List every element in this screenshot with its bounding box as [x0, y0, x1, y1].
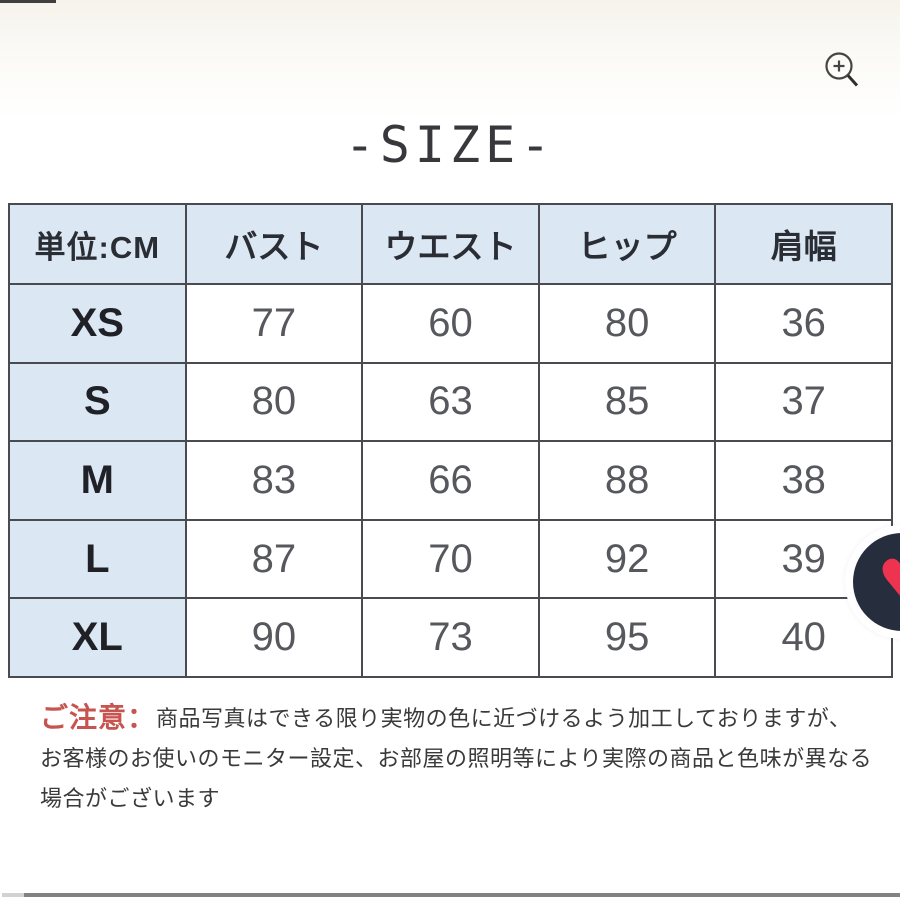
column-header-hip: ヒップ [537, 203, 717, 285]
cell-bust: 90 [184, 597, 364, 678]
notice-text: 商品写真はできる限り実物の色に近づけるよう加工しておりますが、 [156, 706, 852, 731]
notice-line-3: 場合がございます [40, 786, 221, 811]
photo-edge-sliver [0, 0, 56, 3]
magnifier-plus-icon [825, 52, 859, 87]
like-button-circle: ♥ [853, 533, 900, 631]
cell-shoulder: 36 [714, 283, 893, 364]
like-button[interactable]: ♥ [845, 525, 900, 639]
table-row-s: S 80 63 85 37 [8, 361, 893, 443]
bottom-scrollbar[interactable] [24, 893, 900, 897]
row-label: S [8, 361, 187, 443]
column-header-shoulder: 肩幅 [714, 203, 893, 285]
notice-label: ご注意： [40, 702, 157, 733]
cell-shoulder: 38 [714, 440, 893, 521]
cell-waist: 63 [361, 361, 540, 443]
cell-bust: 77 [184, 283, 364, 364]
cell-bust: 80 [184, 361, 364, 443]
row-label: XL [8, 597, 187, 678]
cell-hip: 88 [537, 440, 717, 521]
row-label: XS [8, 283, 187, 364]
cell-shoulder: 37 [714, 361, 893, 443]
notice-line-1: ご注意：商品写真はできる限り実物の色に近づけるよう加工しておりますが、 [40, 698, 880, 739]
cell-bust: 87 [184, 518, 364, 600]
column-header-unit: 単位:CM [8, 203, 187, 285]
notice-paragraph: ご注意：商品写真はできる限り実物の色に近づけるよう加工しておりますが、 お客様の… [40, 698, 880, 819]
page-title: -SIZE- [344, 116, 556, 174]
column-header-waist: ウエスト [361, 203, 540, 285]
table-row-l: L 87 70 92 39 [8, 518, 893, 600]
notice-line-2: お客様のお使いのモニター設定、お部屋の照明等により実際の商品と色味が異なる [40, 746, 873, 771]
cell-hip: 92 [537, 518, 717, 600]
table-row-xs: XS 77 60 80 36 [8, 283, 893, 364]
size-table: 単位:CM バスト ウエスト ヒップ 肩幅 XS 77 60 80 36 S 8… [8, 203, 893, 678]
heart-icon: ♥ [853, 533, 900, 631]
cell-waist: 70 [361, 518, 540, 600]
cell-waist: 73 [361, 597, 540, 678]
column-header-bust: バスト [184, 203, 364, 285]
bottom-bar-tail [2, 893, 24, 897]
table-row-m: M 83 66 88 38 [8, 440, 893, 521]
cell-waist: 60 [361, 283, 540, 364]
cell-waist: 66 [361, 440, 540, 521]
cell-bust: 83 [184, 440, 364, 521]
cell-hip: 95 [537, 597, 717, 678]
cell-hip: 85 [537, 361, 717, 443]
zoom-in-button[interactable] [820, 48, 864, 92]
row-label: M [8, 440, 187, 521]
row-label: L [8, 518, 187, 600]
size-chart: 単位:CM バスト ウエスト ヒップ 肩幅 XS 77 60 80 36 S 8… [8, 203, 893, 678]
table-row-xl: XL 90 73 95 40 [8, 597, 893, 678]
header-row: 単位:CM バスト ウエスト ヒップ 肩幅 [8, 203, 893, 285]
cell-hip: 80 [537, 283, 717, 364]
